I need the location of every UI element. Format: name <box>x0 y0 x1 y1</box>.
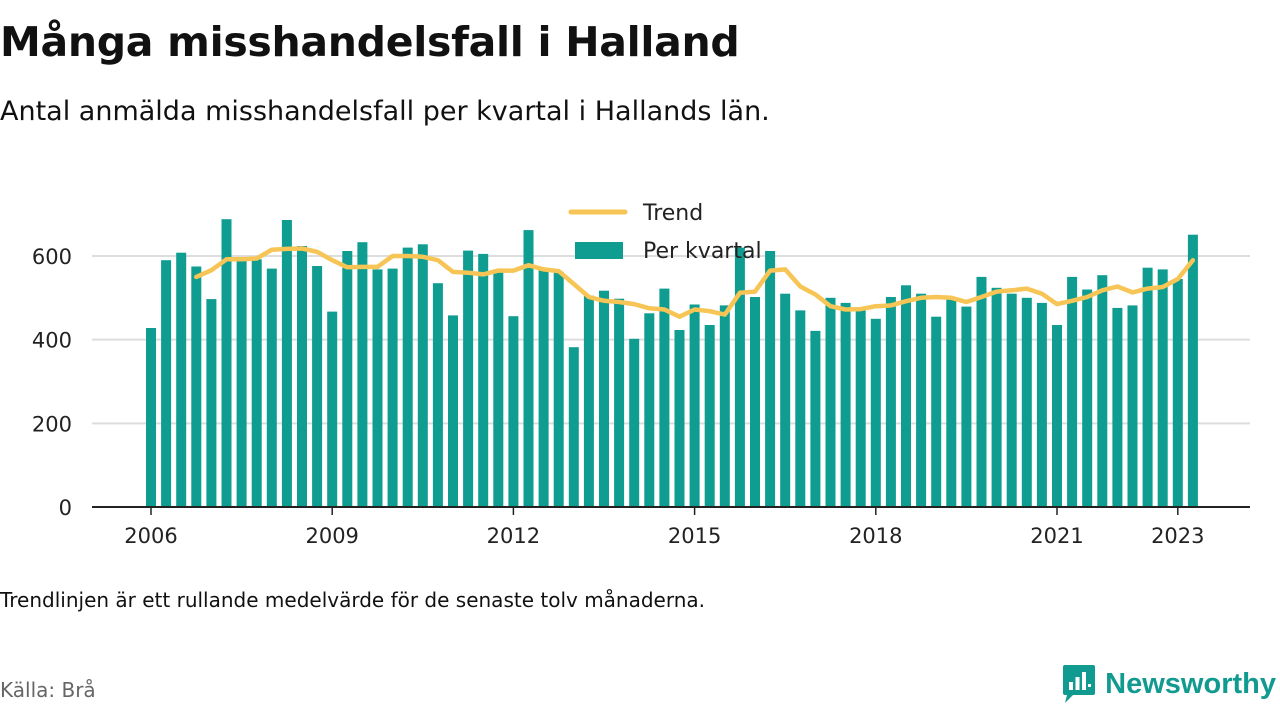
axes: 0 200 400 600 2006 2009 2012 2015 2018 2021 2023 <box>32 245 1250 548</box>
source-credit: Källa: Brå <box>0 678 96 702</box>
bar: 2008 Q3: 624 <box>297 246 307 507</box>
bar: 2017 Q1: 421 <box>810 330 821 507</box>
bar: 2023 Q2: 651 <box>1187 234 1198 507</box>
bar: 2022 Q1: 476 <box>1112 307 1123 507</box>
bar: 2019 Q1: 455 <box>931 316 942 507</box>
bar: 2010 Q2: 620 <box>402 247 413 507</box>
x-tick-label: 2015 <box>668 524 721 548</box>
bar: 2019 Q3: 479 <box>961 306 972 507</box>
bar: 2007 Q2: 688 <box>221 219 232 507</box>
bar: 2014 Q1: 402 <box>629 338 640 507</box>
bar: 2013 Q1: 382 <box>568 347 579 507</box>
bar: 2008 Q1: 570 <box>266 268 277 507</box>
bar: 2022 Q3: 572 <box>1142 267 1153 507</box>
x-tick-label: 2012 <box>487 524 540 548</box>
bar: 2019 Q4: 550 <box>976 276 987 507</box>
bar: 2023 Q1: 545 <box>1172 279 1183 507</box>
bar: 2014 Q4: 423 <box>674 330 685 507</box>
chart-subtitle: Antal anmälda misshandelsfall per kvarta… <box>0 96 770 127</box>
y-tick-label: 200 <box>32 412 72 436</box>
bar: 2009 Q1: 467 <box>327 311 338 507</box>
bar: 2006 Q3: 608 <box>176 252 187 507</box>
bar: 2019 Q2: 502 <box>946 297 957 507</box>
bar: 2007 Q1: 497 <box>206 299 217 507</box>
bar: 2011 Q3: 605 <box>478 253 489 507</box>
bar: 2016 Q1: 502 <box>750 297 760 507</box>
bar: 2015 Q1: 484 <box>689 304 700 507</box>
bar: 2014 Q3: 522 <box>659 288 670 507</box>
bar: 2017 Q4: 470 <box>855 310 866 507</box>
y-tick-label: 0 <box>59 496 72 520</box>
bar: 2006 Q2: 590 <box>161 260 172 507</box>
bar: 2018 Q1: 450 <box>870 318 881 508</box>
bar: 2006 Q4: 575 <box>191 266 202 507</box>
bar: 2020 Q3: 500 <box>1021 297 1032 507</box>
bar: 2012 Q3: 566 <box>538 270 549 507</box>
y-tick-label: 400 <box>32 329 72 353</box>
chart-title: Många misshandelsfall i Halland <box>0 18 740 66</box>
trend-layer <box>194 246 1196 319</box>
bar: 2021 Q2: 550 <box>1067 276 1078 507</box>
x-tick-label: 2006 <box>124 524 177 548</box>
bar: 2015 Q3: 482 <box>719 305 730 507</box>
legend-bar-swatch <box>575 242 623 259</box>
x-tick-label: 2018 <box>849 524 902 548</box>
bar: 2016 Q4: 470 <box>795 310 806 507</box>
bar: 2010 Q1: 570 <box>387 268 398 507</box>
bar: 2009 Q3: 633 <box>357 242 368 507</box>
bar: 2021 Q4: 554 <box>1097 275 1108 507</box>
bar: 2011 Q2: 613 <box>463 250 474 507</box>
bar: 2012 Q4: 562 <box>553 271 564 507</box>
bar: 2021 Q3: 520 <box>1082 289 1093 507</box>
legend-bars-label: Per kvartal <box>643 239 762 264</box>
bar: 2008 Q4: 576 <box>312 266 323 507</box>
trend-line <box>194 246 1196 319</box>
bar: 2020 Q1: 524 <box>991 287 1002 507</box>
newsworthy-logo[interactable]: Newsworthy <box>1061 663 1276 705</box>
bar: 2010 Q4: 535 <box>432 283 443 507</box>
x-tick-label: 2023 <box>1151 524 1204 548</box>
bar: 2013 Q2: 505 <box>583 295 594 507</box>
bar: 2012 Q2: 662 <box>523 230 534 507</box>
bar: 2013 Q4: 498 <box>614 298 625 507</box>
bar: 2013 Q3: 517 <box>599 290 609 507</box>
bar: 2016 Q3: 510 <box>780 293 791 507</box>
newsworthy-logo-icon <box>1063 665 1096 703</box>
bar: 2010 Q3: 628 <box>417 244 428 508</box>
bar: 2018 Q3: 530 <box>901 285 911 507</box>
bar: 2015 Q2: 435 <box>704 325 715 507</box>
bar: 2008 Q2: 686 <box>281 220 292 507</box>
bar: 2018 Q4: 510 <box>916 293 927 507</box>
x-tick-label: 2009 <box>305 524 358 548</box>
bar-chart: 2006 Q1: 4282006 Q2: 5902006 Q3: 6082006… <box>32 201 1250 548</box>
bar: 2011 Q1: 458 <box>448 315 458 507</box>
bar: 2022 Q4: 568 <box>1157 269 1168 507</box>
y-tick-label: 600 <box>32 245 72 269</box>
bar: 2017 Q2: 500 <box>825 297 836 507</box>
x-tick-label: 2021 <box>1030 524 1083 548</box>
bar: 2015 Q4: 620 <box>734 247 745 507</box>
bars: 2006 Q1: 428 2006 Q2: 590 2006 Q3: 608 2006… <box>146 219 1198 508</box>
bar: 2022 Q2: 482 <box>1127 305 1138 507</box>
bar: 2020 Q4: 488 <box>1036 302 1047 507</box>
bar: 2006 Q1: 428 <box>146 328 156 507</box>
bar: 2012 Q1: 456 <box>508 316 519 507</box>
brand-name: Newsworthy <box>1105 667 1276 700</box>
bar: 2021 Q1: 435 <box>1052 325 1062 507</box>
chart-note: Trendlinjen är ett rullande medelvärde f… <box>0 588 706 612</box>
bar: 2014 Q2: 463 <box>644 313 655 507</box>
bar: 2018 Q2: 502 <box>885 297 896 507</box>
legend-trend-label: Trend <box>642 201 703 226</box>
bar: 2007 Q3: 593 <box>236 258 247 507</box>
bar: 2016 Q2: 612 <box>765 251 776 507</box>
bar: 2009 Q4: 568 <box>372 269 383 507</box>
bar: 2017 Q3: 488 <box>840 302 851 507</box>
bar: 2007 Q4: 592 <box>251 259 262 507</box>
bar: 2011 Q4: 566 <box>493 270 504 507</box>
bar: 2020 Q2: 510 <box>1006 293 1017 507</box>
bar: 2009 Q2: 612 <box>342 251 353 507</box>
legend: Trend Per kvartal <box>568 201 762 264</box>
